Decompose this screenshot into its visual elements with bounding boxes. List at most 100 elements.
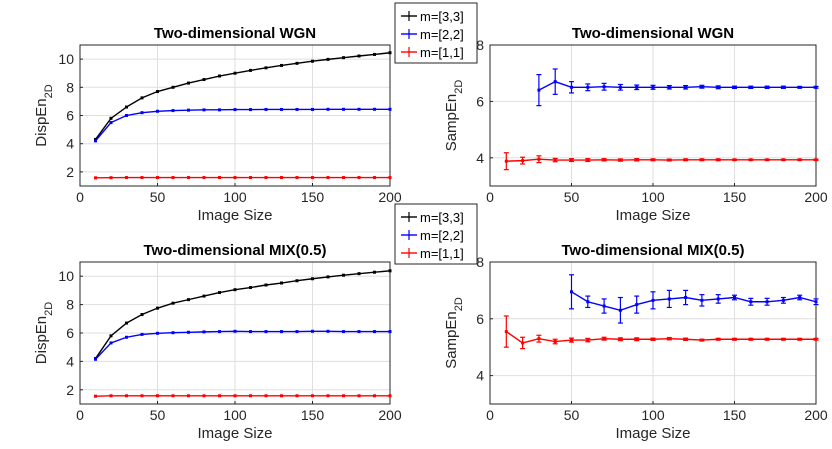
- y-axis-label: DispEn2D: [33, 84, 55, 146]
- data-point: [586, 85, 590, 89]
- series-line: [94, 108, 390, 142]
- data-point: [109, 334, 113, 338]
- data-point: [342, 330, 345, 334]
- data-point: [651, 85, 655, 89]
- data-point: [171, 109, 175, 113]
- data-point: [311, 59, 314, 63]
- data-point: [586, 300, 590, 304]
- data-point: [295, 394, 299, 398]
- data-point: [798, 337, 802, 341]
- data-point: [109, 121, 113, 125]
- x-axis-label: Image Size: [197, 425, 272, 442]
- data-point: [156, 109, 159, 113]
- data-point: [202, 108, 206, 112]
- data-point: [388, 51, 392, 55]
- data-point: [156, 306, 159, 310]
- x-axis-label: Image Size: [615, 425, 690, 442]
- chart-title: Two-dimensional WGN: [154, 25, 316, 42]
- data-point: [311, 277, 314, 281]
- y-tick-label: 10: [58, 51, 74, 67]
- data-point: [249, 286, 252, 290]
- chart-panel-3: 0 50 100 150 200 2 4 6 8 10 Two-dimensional MIX(0.…: [33, 242, 402, 442]
- data-point: [651, 158, 655, 162]
- data-point: [749, 300, 753, 304]
- data-point: [570, 85, 573, 89]
- data-point: [814, 85, 818, 89]
- chart-title: Two-dimensional MIX(0.5): [561, 242, 744, 259]
- data-point: [280, 281, 283, 285]
- series-m=[2,2]: [569, 274, 819, 324]
- y-axis-label-main: SampEn: [443, 311, 460, 369]
- series-m=[3,3]: [94, 51, 392, 141]
- data-point: [553, 158, 557, 162]
- data-point: [249, 176, 252, 180]
- data-point: [125, 335, 128, 339]
- data-point: [187, 298, 190, 302]
- data-point: [537, 157, 541, 161]
- data-point: [187, 330, 190, 334]
- data-point: [716, 85, 720, 89]
- y-tick-label: 2: [66, 382, 74, 398]
- data-point: [357, 272, 361, 276]
- x-axis-label: Image Size: [615, 207, 690, 224]
- data-point: [233, 288, 237, 292]
- data-point: [311, 394, 314, 398]
- series-m=[1,1]: [94, 394, 392, 398]
- data-point: [295, 176, 299, 180]
- data-point: [373, 52, 376, 56]
- data-point: [781, 337, 785, 341]
- series-line: [94, 270, 391, 359]
- data-point: [140, 96, 144, 100]
- data-point: [326, 275, 330, 279]
- x-tick-label: 150: [723, 407, 747, 423]
- data-point: [264, 107, 268, 111]
- x-tick-label: 200: [804, 407, 828, 423]
- data-point: [125, 176, 128, 180]
- series-m=[2,2]: [536, 68, 819, 107]
- data-point: [700, 338, 704, 342]
- data-point: [537, 337, 541, 341]
- data-point: [233, 176, 237, 180]
- data-point: [570, 290, 573, 294]
- y-axis-label-main: DispEn: [33, 316, 50, 364]
- data-point: [716, 158, 720, 162]
- data-point: [187, 394, 190, 398]
- x-tick-label: 200: [804, 189, 828, 205]
- data-point: [749, 337, 753, 341]
- data-point: [218, 330, 221, 334]
- data-point: [765, 337, 769, 341]
- data-point: [651, 298, 655, 302]
- y-axis-label-subscript: 2D: [43, 84, 55, 98]
- data-point: [635, 337, 639, 341]
- data-point: [280, 63, 283, 67]
- data-point: [388, 269, 392, 273]
- data-point: [342, 273, 345, 277]
- data-point: [765, 300, 769, 304]
- data-point: [140, 313, 144, 317]
- data-point: [602, 85, 606, 89]
- data-point: [504, 159, 508, 163]
- series-line: [505, 331, 816, 344]
- legend: m=[3,3] m=[2,2] m=[1,1]: [394, 2, 478, 64]
- data-point: [618, 337, 622, 341]
- data-point: [373, 270, 376, 274]
- legend-label: m=[1,1]: [420, 246, 464, 261]
- y-tick-label: 8: [476, 37, 484, 53]
- data-point: [342, 176, 345, 180]
- y-tick-label: 10: [58, 268, 74, 284]
- data-point: [326, 176, 330, 180]
- data-point: [700, 158, 704, 162]
- series-line: [94, 330, 390, 360]
- data-point: [218, 108, 221, 112]
- y-tick-label: 4: [476, 150, 484, 166]
- data-point: [667, 297, 671, 301]
- y-tick-label: 8: [66, 297, 74, 313]
- data-point: [814, 337, 818, 341]
- x-axis-label: Image Size: [197, 207, 272, 224]
- data-point: [94, 357, 97, 361]
- data-point: [733, 296, 736, 299]
- x-tick-label: 200: [378, 189, 402, 205]
- data-point: [171, 394, 175, 398]
- series-m=[1,1]: [503, 315, 819, 350]
